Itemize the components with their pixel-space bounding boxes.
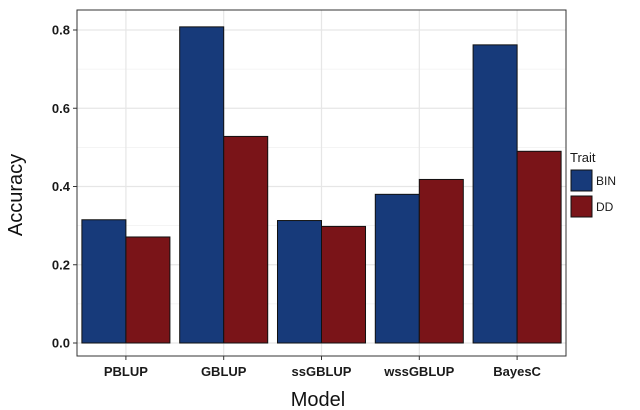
- bar-bin-gblup: [179, 26, 225, 344]
- legend-title: Trait: [570, 150, 596, 165]
- legend-key-bin: [570, 169, 593, 192]
- bar-dd-pblup: [125, 236, 171, 344]
- x-tick-label: BayesC: [493, 364, 541, 379]
- bar-bin-bayesc: [472, 44, 518, 344]
- legend-label-dd: DD: [596, 200, 614, 214]
- bar-dd-bayesc: [516, 150, 562, 344]
- y-axis-title: Accuracy: [5, 154, 27, 236]
- y-tick-label: 0.4: [52, 179, 71, 194]
- bar-bin-wssgblup: [374, 193, 420, 344]
- y-tick-label: 0.0: [52, 336, 70, 351]
- legend-label-bin: BIN: [596, 174, 616, 188]
- y-tick-label: 0.6: [52, 101, 70, 116]
- x-tick-label: GBLUP: [201, 364, 247, 379]
- legend: Trait BIN DD: [570, 150, 616, 218]
- x-axis: PBLUP GBLUP ssGBLUP wssGBLUP BayesC: [104, 356, 542, 379]
- bar-bin-ssgblup: [276, 220, 322, 344]
- y-tick-label: 0.8: [52, 23, 70, 38]
- bar-dd-wssgblup: [418, 178, 464, 344]
- x-axis-title: Model: [291, 389, 345, 410]
- y-axis: 0.0 0.2 0.4 0.6 0.8: [52, 23, 77, 351]
- bar-bin-pblup: [81, 219, 127, 344]
- x-tick-label: PBLUP: [104, 364, 148, 379]
- bar-dd-ssgblup: [321, 225, 367, 344]
- y-tick-label: 0.2: [52, 257, 70, 272]
- legend-key-dd: [570, 195, 593, 218]
- x-tick-label: wssGBLUP: [383, 364, 454, 379]
- bars: [81, 26, 562, 344]
- bar-dd-gblup: [223, 135, 269, 344]
- x-tick-label: ssGBLUP: [292, 364, 352, 379]
